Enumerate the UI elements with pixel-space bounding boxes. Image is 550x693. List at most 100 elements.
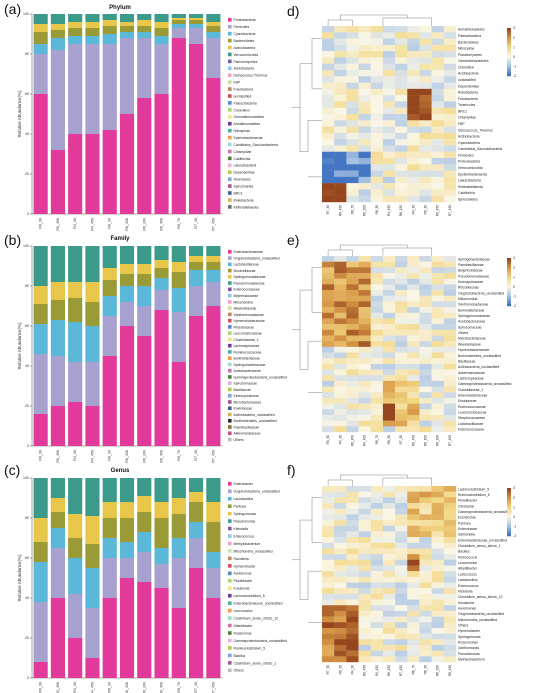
heatmap-cell <box>322 358 335 365</box>
heatmap-cell <box>322 593 335 600</box>
heatmap-cell <box>382 38 396 46</box>
heatmap-cell <box>346 132 359 140</box>
heatmap-cell <box>395 531 408 538</box>
row-label: Fusobacteria <box>458 97 478 101</box>
heatmap-cell <box>322 151 335 159</box>
colorbar-segment <box>507 498 511 501</box>
heatmap-cell <box>443 101 457 108</box>
heatmap-cell <box>431 158 445 165</box>
colorbar-segment <box>507 54 511 57</box>
legend-swatch <box>228 156 232 161</box>
heatmap-cell <box>395 158 408 165</box>
heatmap-cell <box>370 170 384 178</box>
heatmap-cell <box>443 503 457 509</box>
heatmap-cell <box>407 176 420 184</box>
heatmap-cell <box>395 189 408 196</box>
heatmap-cell <box>334 593 347 600</box>
heatmap-cell <box>370 565 384 572</box>
heatmap-cell <box>334 520 347 526</box>
heatmap-cell <box>322 599 335 606</box>
heatmap-cell <box>407 278 420 285</box>
heatmap-cell <box>407 51 420 58</box>
bar-segment <box>154 246 169 260</box>
heatmap-cell <box>407 639 420 646</box>
legend-label: Gammaproteobacteria_unclassified <box>234 375 287 379</box>
bar-segment <box>119 14 135 22</box>
heatmap-cell <box>346 126 359 134</box>
heatmap-cell <box>334 51 347 58</box>
legend-label: Raoultella <box>234 557 249 561</box>
bar-segment <box>206 502 221 522</box>
legend-swatch <box>228 556 232 561</box>
heatmap-cell <box>407 554 420 561</box>
column-label: R7_450 <box>448 205 452 216</box>
column-dendrogram <box>327 14 432 26</box>
y-tick-label: 40 <box>25 132 29 136</box>
colorbar-segment <box>507 290 511 293</box>
heatmap-cell <box>431 548 445 555</box>
heatmap-cell <box>431 369 445 376</box>
heatmap-cell <box>334 76 347 83</box>
heatmap-cell <box>431 151 445 159</box>
heatmap-cell <box>419 132 432 140</box>
heatmap-cell <box>382 644 396 651</box>
heatmap-cell <box>443 593 457 600</box>
heatmap-cell <box>370 139 384 146</box>
heatmap-cell <box>382 605 396 612</box>
legend-swatch <box>228 262 232 267</box>
heatmap-cell <box>419 392 432 399</box>
heatmap-cell <box>382 26 396 33</box>
bar-segment <box>50 512 65 528</box>
heatmap-cell <box>419 261 432 268</box>
heatmap-cell <box>346 588 359 595</box>
heatmap-cell <box>431 164 445 171</box>
heatmap-cell <box>322 616 335 623</box>
row-label: Mitochondria_unclassified <box>458 618 497 622</box>
heatmap-cell <box>443 508 457 515</box>
heatmap-cell <box>419 520 432 526</box>
heatmap-cell <box>407 57 420 64</box>
heatmap-cell <box>395 57 408 64</box>
legend-swatch <box>228 586 232 591</box>
heatmap-cell <box>443 486 457 492</box>
heatmap-cell <box>443 176 457 184</box>
heatmap-cell <box>358 295 371 302</box>
heatmap-cell <box>382 403 396 410</box>
heatmap-cell <box>443 542 457 549</box>
heatmap-cell <box>407 491 420 498</box>
legend-label: Hymenobacter <box>234 564 257 568</box>
heatmap-cell <box>358 559 371 566</box>
legend-swatch <box>228 177 232 181</box>
x-tick-label: R6_150 <box>125 682 129 693</box>
heatmap-cell <box>431 403 445 410</box>
heatmap-cell <box>443 414 457 421</box>
heatmap-cell <box>407 170 420 178</box>
heatmap-cell <box>346 318 359 325</box>
heatmap-cell <box>334 588 347 595</box>
heatmap-cell <box>443 656 457 663</box>
heatmap-cell <box>370 126 384 134</box>
legend-swatch <box>228 337 232 342</box>
legend-label: Firmicutes <box>234 25 250 29</box>
heatmap-cell <box>334 273 347 279</box>
panel-b-title: Family <box>110 236 130 242</box>
legend-swatch <box>228 94 232 98</box>
heatmap-cell <box>382 627 396 634</box>
heatmap-cell <box>395 307 408 313</box>
heatmap-cell <box>431 107 445 115</box>
heatmap-cell <box>419 273 432 279</box>
heatmap-cell <box>443 261 457 268</box>
legend-swatch <box>228 275 232 279</box>
legend-swatch <box>228 184 232 188</box>
heatmap-cell <box>395 335 408 342</box>
heatmap-cell <box>382 554 396 561</box>
colorbar-tick-label: -1 <box>513 525 516 529</box>
heatmap-cell <box>358 525 371 532</box>
colorbar-segment <box>507 296 511 299</box>
row-label: Sphingomonas <box>458 635 481 639</box>
heatmap-cell <box>443 295 457 302</box>
row-label: Salmonella <box>458 533 475 537</box>
heatmap-cell <box>395 576 408 583</box>
bar-segment <box>189 522 204 538</box>
heatmap-cell <box>346 380 359 387</box>
